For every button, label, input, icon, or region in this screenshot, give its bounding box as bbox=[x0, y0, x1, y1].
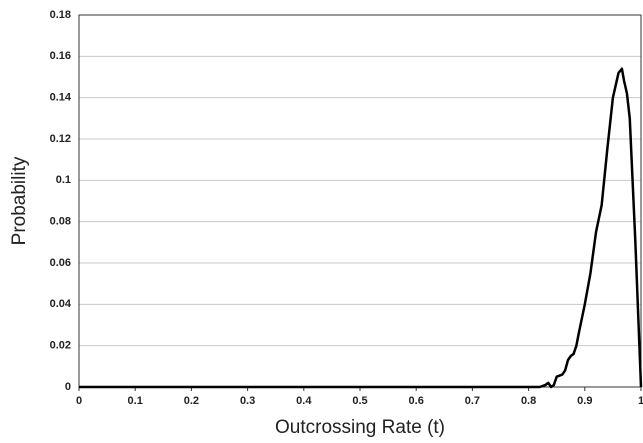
x-tick-label: 0.2 bbox=[184, 395, 199, 407]
y-tick-label: 0.06 bbox=[50, 257, 71, 269]
y-tick-label: 0.04 bbox=[50, 298, 72, 310]
y-tick-label: 0.18 bbox=[50, 9, 71, 21]
x-tick-label: 0.3 bbox=[240, 395, 255, 407]
x-tick-label: 0.7 bbox=[465, 395, 480, 407]
data-line bbox=[79, 67, 643, 389]
x-tick-label: 0 bbox=[76, 395, 82, 407]
x-tick-label: 0.8 bbox=[521, 395, 536, 407]
y-axis-label: Probability bbox=[9, 156, 30, 245]
y-tick-label: 0 bbox=[65, 381, 71, 393]
plot-frame bbox=[78, 14, 642, 388]
x-tick-label: 0.5 bbox=[352, 395, 367, 407]
x-tick-label: 1 bbox=[638, 395, 643, 407]
y-tick-label: 0.12 bbox=[50, 133, 71, 145]
y-tick-label: 0.16 bbox=[50, 50, 71, 62]
x-axis-label: Outcrossing Rate (t) bbox=[275, 417, 445, 438]
x-tick-label: 0.1 bbox=[128, 395, 143, 407]
y-tick-label: 0.02 bbox=[50, 340, 71, 352]
x-tick-label: 0.6 bbox=[409, 395, 424, 407]
x-tick-label: 0.4 bbox=[296, 395, 312, 407]
x-tick-label: 0.9 bbox=[577, 395, 592, 407]
y-tick-label: 0.08 bbox=[50, 216, 71, 228]
y-tick-label: 0.1 bbox=[56, 174, 71, 186]
y-tick-label: 0.14 bbox=[50, 92, 72, 104]
